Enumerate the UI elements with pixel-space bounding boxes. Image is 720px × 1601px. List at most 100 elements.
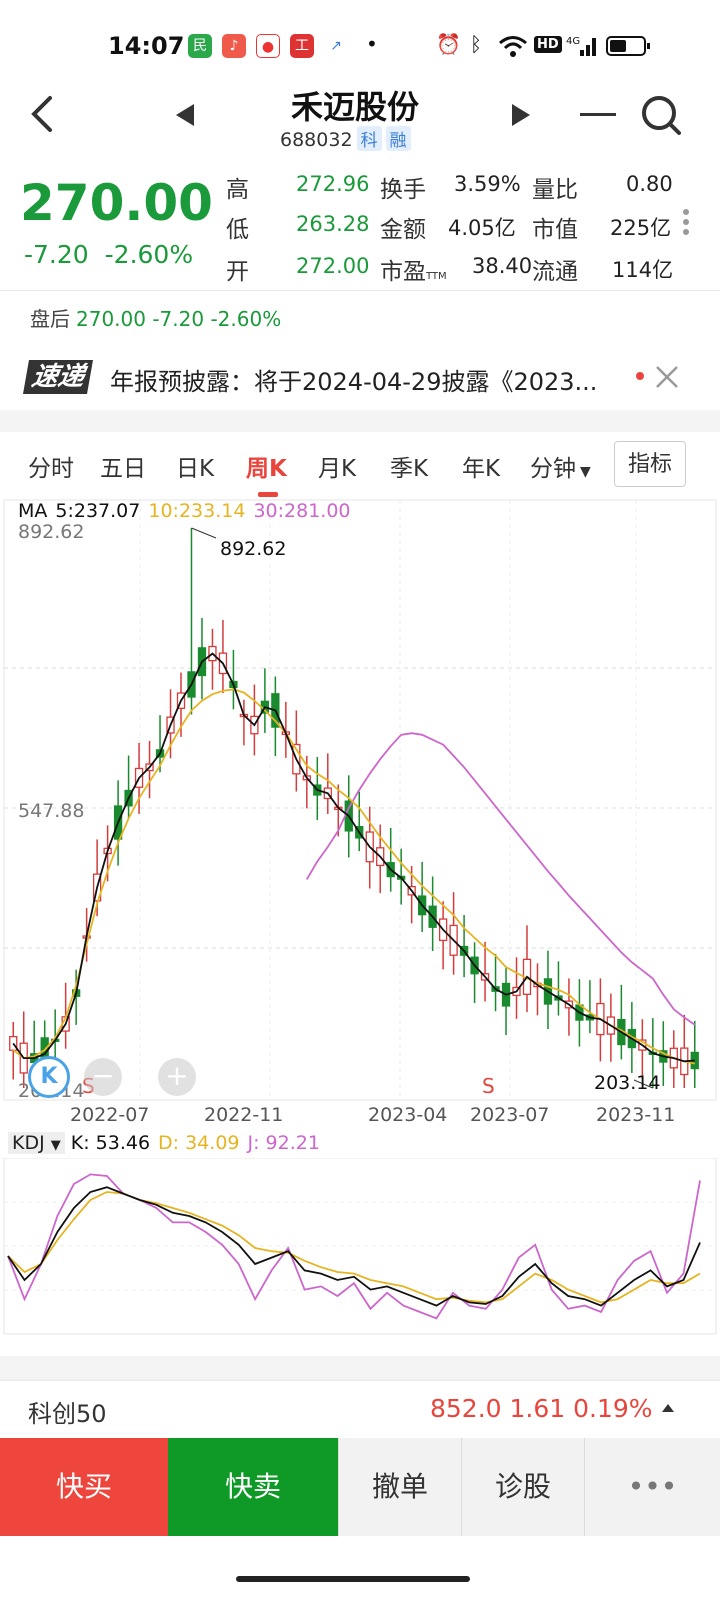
tab-yearly-k[interactable]: 年K [462, 456, 501, 482]
tab-daily-k[interactable]: 日K [176, 456, 215, 482]
x-axis-label: 2022-07 [70, 1104, 150, 1126]
candlestick-chart[interactable] [0, 498, 720, 1102]
after-hours-value: 270.00 -7.20 -2.60% [76, 307, 282, 331]
ma30-line [306, 732, 696, 1026]
more-vertical-icon[interactable] [682, 208, 690, 236]
market-cap-label: 市值 [532, 217, 578, 243]
volume-ratio-value: 0.80 [626, 172, 673, 196]
search-icon[interactable] [640, 94, 682, 136]
turnover-label: 换手 [380, 177, 426, 203]
status-dot-icon: • [366, 32, 378, 56]
kdj-d-line [7, 1191, 701, 1304]
kdj-k-value: K: 53.46 [70, 1132, 151, 1154]
zoom-out-button[interactable]: − [84, 1058, 122, 1096]
tab-monthly-k[interactable]: 月K [318, 456, 357, 482]
stock-code-row: 688032 科融 [280, 126, 411, 151]
amount-label: 金额 [380, 217, 426, 243]
y-axis-label-mid: 547.88 [18, 800, 85, 822]
chevron-down-icon: ▼ [50, 1138, 61, 1153]
pe-value: 38.40 [472, 254, 533, 278]
ma10-value: 10:233.14 [148, 500, 246, 522]
tab-minute[interactable]: 分钟 ▼ [530, 456, 591, 482]
signal-s-2: S [482, 1074, 495, 1098]
tab-five-day[interactable]: 五日 [100, 456, 146, 482]
price-change: -7.20 -2.60% [24, 240, 193, 269]
active-tab-indicator [258, 492, 278, 497]
index-value[interactable]: 852.0 1.61 0.19% [430, 1394, 653, 1423]
high-label: 高 [226, 177, 249, 203]
bluetooth-icon: ᛒ [470, 32, 482, 56]
margin-tag: 融 [385, 126, 411, 151]
cancel-order-button[interactable]: 撤单 [338, 1438, 461, 1536]
pe-label: 市盈TTM [380, 259, 447, 285]
high-pointer [191, 527, 217, 539]
high-annotation: 892.62 [220, 538, 287, 560]
ma10-line [12, 688, 695, 1065]
low-annotation: 203.14 [594, 1072, 661, 1094]
bank-app-icon: 工 [290, 34, 314, 58]
more-button[interactable]: ••• [584, 1438, 720, 1536]
kdj-legend: KDJ ▼ K: 53.46 D: 34.09 J: 92.21 [8, 1132, 320, 1154]
app-5-icon: ↗ [324, 34, 348, 58]
open-value: 272.00 [296, 254, 370, 278]
minus-icon[interactable] [580, 100, 616, 130]
svg-text:4G: 4G [566, 36, 580, 47]
low-pointer [633, 1079, 654, 1089]
4g-signal-icon: 4G [566, 36, 596, 56]
ma5-value: 5:237.07 [55, 500, 141, 522]
divider [0, 1380, 720, 1381]
x-axis-label: 2023-11 [596, 1104, 676, 1126]
app-3-icon: ● [256, 34, 280, 58]
tab-weekly-k[interactable]: 周K [246, 456, 287, 482]
y-axis-label-top: 892.62 [18, 521, 85, 543]
open-label: 开 [226, 259, 249, 285]
ma30-value: 30:281.00 [253, 500, 351, 522]
prev-stock-icon[interactable] [172, 100, 200, 130]
amount-value: 4.05亿 [448, 216, 516, 240]
next-stock-icon[interactable] [506, 100, 534, 130]
kdj-j-value: J: 92.21 [247, 1132, 320, 1154]
news-logo: 速递 [23, 360, 94, 394]
quick-sell-button[interactable]: 快卖 [168, 1438, 338, 1536]
tab-intraday[interactable]: 分时 [28, 456, 74, 482]
section-gap [0, 410, 720, 432]
quick-buy-button[interactable]: 快买 [0, 1438, 168, 1536]
after-hours-row: 盘后 270.00 -7.20 -2.60% [30, 303, 281, 332]
ma5-line [12, 652, 695, 1063]
x-axis-label: 2022-11 [204, 1104, 284, 1126]
news-ticker[interactable]: 年报预披露：将于2024-04-29披露《2023... [110, 368, 598, 396]
stock-name: 禾迈股份 [290, 88, 419, 126]
app-1-icon: 民 [188, 34, 212, 58]
stock-code: 688032 [280, 129, 353, 151]
tab-quarterly-k[interactable]: 季K [390, 456, 429, 482]
low-label: 低 [226, 217, 249, 243]
back-icon[interactable] [24, 92, 60, 136]
current-price: 270.00 [20, 174, 213, 232]
change-value: -7.20 [24, 240, 89, 269]
diagnose-button[interactable]: 诊股 [461, 1438, 584, 1536]
close-icon[interactable] [654, 364, 680, 390]
float-cap-value: 114亿 [612, 258, 674, 282]
star-market-tag: 科 [356, 126, 382, 151]
k-assistant-icon[interactable]: K [28, 1056, 70, 1098]
kdj-chart[interactable] [0, 1158, 720, 1336]
indicator-button[interactable]: 指标 [614, 441, 686, 487]
status-bar: 14:07 民 ♪ ● 工 ↗ • ⏰ ᛒ HD 4G [0, 0, 720, 90]
alarm-icon: ⏰ [436, 32, 461, 56]
divider [0, 290, 720, 291]
index-name[interactable]: 科创50 [28, 1400, 107, 1428]
chevron-up-icon[interactable] [662, 1404, 674, 1412]
kdj-selector[interactable]: KDJ ▼ [8, 1132, 65, 1154]
music-app-icon: ♪ [222, 34, 246, 58]
change-percent: -2.60% [104, 240, 194, 269]
chevron-down-icon: ▼ [580, 464, 591, 480]
market-cap-value: 225亿 [610, 216, 672, 240]
unread-dot [636, 372, 644, 380]
chart-frame [3, 499, 717, 1101]
ma-legend: MA 5:237.07 10:233.14 30:281.00 [18, 500, 359, 522]
section-gap [0, 1356, 720, 1380]
ma-label: MA [18, 500, 48, 522]
zoom-in-button[interactable]: + [158, 1058, 196, 1096]
battery-icon [606, 36, 650, 56]
